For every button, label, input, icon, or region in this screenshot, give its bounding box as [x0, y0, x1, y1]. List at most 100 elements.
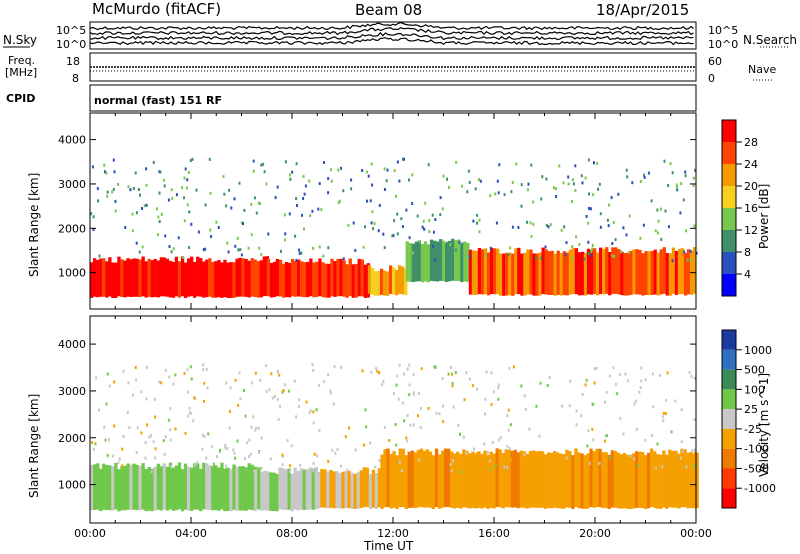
velocity-cell	[583, 455, 587, 509]
time-tick-label: 20:00	[579, 527, 611, 540]
power-scatter	[294, 234, 297, 238]
velocity-scatter	[202, 363, 205, 367]
velocity-scatter	[370, 370, 373, 374]
power-scatter	[685, 229, 688, 233]
velocity-scatter	[489, 467, 492, 471]
velocity-scatter	[680, 440, 683, 444]
velocity-scatter	[250, 425, 253, 429]
velocity-scatter	[190, 377, 193, 381]
velocity-scatter	[640, 366, 643, 370]
velocity-cell	[177, 462, 182, 510]
power-colorbar-segment	[722, 164, 736, 186]
velocity-scatter	[497, 383, 500, 387]
power-cell	[120, 259, 124, 297]
velocity-scatter	[507, 428, 510, 432]
power-scatter	[131, 212, 134, 216]
power-cell	[93, 258, 97, 297]
velocity-scatter	[638, 390, 641, 394]
power-scatter	[544, 245, 547, 249]
velocity-cell	[686, 452, 690, 509]
power-scatter	[401, 225, 404, 229]
power-cell	[336, 258, 340, 297]
velocity-scatter	[260, 436, 263, 440]
power-scatter	[159, 170, 162, 174]
power-scatter	[454, 248, 457, 252]
velocity-cell	[247, 463, 251, 510]
power-cell	[156, 260, 160, 298]
power-cell	[420, 244, 425, 283]
velocity-scatter	[277, 417, 280, 421]
velocity-cell	[368, 473, 373, 509]
power-colorbar-segment	[722, 252, 736, 274]
power-scatter	[620, 250, 623, 254]
velocity-scatter	[122, 369, 125, 373]
power-scatter	[555, 187, 557, 191]
power-scatter	[571, 178, 574, 182]
beam-title: Beam 08	[355, 1, 423, 19]
power-scatter	[660, 237, 663, 241]
power-scatter	[258, 246, 261, 250]
velocity-scatter	[465, 451, 468, 455]
velocity-scatter	[548, 376, 551, 379]
velocity-cell	[260, 471, 264, 511]
velocity-scatter	[239, 397, 242, 401]
velocity-scatter	[313, 452, 316, 456]
power-cell	[408, 243, 412, 282]
power-scatter	[614, 238, 617, 242]
power-scatter	[188, 210, 191, 214]
velocity-cell	[317, 471, 321, 509]
power-scatter	[571, 245, 574, 249]
freq-label-line2: [MHz]	[5, 66, 38, 79]
velocity-scatter	[395, 443, 398, 447]
velocity-cell	[622, 453, 627, 509]
power-cell	[272, 261, 277, 298]
velocity-cell	[453, 453, 457, 509]
velocity-scatter	[460, 470, 463, 474]
power-cell	[411, 243, 415, 283]
velocity-cell	[365, 467, 369, 508]
power-scatter	[692, 184, 695, 188]
velocity-cell	[250, 464, 254, 510]
power-cell	[174, 256, 179, 297]
velocity-cell	[126, 463, 130, 510]
power-scatter	[230, 206, 233, 210]
power-cell	[635, 249, 639, 295]
velocity-scatter	[188, 406, 191, 410]
freq-label-line1: Freq.	[8, 54, 36, 67]
power-scatter	[694, 168, 697, 172]
power-scatter	[671, 259, 674, 263]
power-scatter	[226, 241, 229, 245]
velocity-cell	[389, 453, 393, 509]
power-cell	[321, 262, 325, 298]
power-scatter	[302, 197, 305, 200]
power-scatter	[416, 214, 419, 218]
power-scatter	[215, 220, 218, 224]
power-scatter	[511, 225, 514, 229]
velocity-scatter	[334, 451, 337, 455]
power-cell	[208, 258, 212, 297]
power-scatter	[236, 236, 239, 240]
velocity-scatter	[412, 423, 415, 427]
power-cell	[617, 249, 621, 295]
power-cell	[490, 247, 494, 294]
velocity-colorbar-frame	[721, 329, 737, 509]
velocity-scatter	[135, 451, 138, 454]
velocity-scatter	[112, 454, 115, 458]
velocity-cell	[153, 466, 157, 511]
power-scatter	[611, 254, 614, 258]
velocity-cell	[183, 463, 188, 510]
velocity-scatter	[329, 391, 332, 395]
velocity-cell	[601, 452, 605, 509]
cpid-strip-frame	[89, 84, 697, 112]
velocity-scatter	[575, 409, 578, 413]
velocity-cell	[156, 463, 160, 510]
velocity-scatter	[327, 373, 330, 376]
velocity-scatter	[113, 424, 116, 428]
power-scatter	[276, 185, 279, 189]
velocity-scatter	[189, 365, 192, 369]
power-scatter	[530, 235, 533, 238]
velocity-scatter	[435, 411, 438, 415]
power-scatter	[503, 193, 506, 197]
power-scatter	[263, 170, 266, 174]
power-cell	[111, 262, 115, 298]
